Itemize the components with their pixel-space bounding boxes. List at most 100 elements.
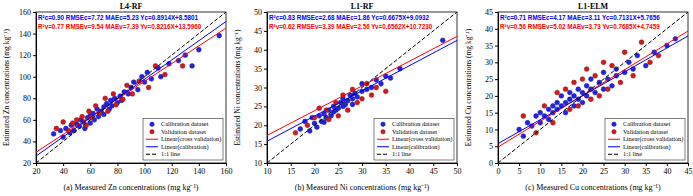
title: L1-RF (351, 2, 374, 11)
x-tick: 140 (193, 163, 205, 176)
line (267, 36, 457, 135)
y-tick-mark (495, 163, 498, 164)
y-tick: 120 (19, 51, 36, 60)
point (106, 109, 111, 114)
y-tick-mark (495, 96, 498, 97)
x-tick: 10 (264, 163, 272, 176)
legend-line (608, 139, 620, 140)
x-tick-label: 15 (558, 167, 566, 176)
legend-line (377, 146, 389, 147)
x-tick-label: 35 (382, 167, 390, 176)
x-tick-mark (386, 163, 387, 166)
y-tick: 25 (485, 75, 498, 84)
y-tick-mark (33, 98, 36, 99)
point (322, 120, 327, 125)
point (125, 83, 130, 88)
x-tick-mark (582, 163, 583, 166)
point (190, 64, 195, 69)
point (622, 50, 627, 55)
point (521, 114, 526, 119)
point (74, 117, 79, 122)
y-tick-mark (264, 69, 267, 70)
plot-data (498, 12, 688, 163)
y-tick-label: 15 (254, 140, 262, 149)
point (572, 93, 577, 98)
x-tick-mark (519, 163, 520, 166)
y-tick-label: 120 (19, 51, 31, 60)
x-tick-label: 45 (430, 167, 438, 176)
point (567, 107, 572, 112)
y-tick: 25 (254, 102, 267, 111)
figure: 2040608010012014016020406080100120140160… (0, 0, 693, 196)
y-tick: 160 (19, 8, 36, 17)
y-tick: 15 (254, 140, 267, 149)
annotation: R²v=0.77 RMSEv=9.54 MAEv=7.39 Yv=0.8216X… (38, 23, 202, 30)
point (336, 113, 341, 118)
x-tick-label: 120 (166, 167, 178, 176)
y-tick-mark (264, 125, 267, 126)
x-tick-mark (433, 163, 434, 166)
x-axis: 051015202530354045 (497, 163, 693, 176)
point (383, 89, 388, 94)
point (588, 77, 593, 82)
point (314, 125, 319, 130)
x-tick: 40 (60, 163, 68, 176)
x-tick-label: 30 (621, 167, 629, 176)
x-tick: 0 (497, 163, 501, 176)
y-tick-label: 15 (485, 109, 493, 118)
y-tick-mark (33, 77, 36, 78)
legend-line (146, 154, 158, 155)
y-tick: 40 (254, 46, 267, 55)
y-tick-label: 20 (254, 121, 262, 130)
plot-frame (36, 12, 226, 163)
y-tick-label: 30 (485, 58, 493, 67)
point (567, 90, 572, 95)
x-tick-label: 25 (600, 167, 608, 176)
point (584, 67, 589, 72)
y-tick-mark (33, 55, 36, 56)
y-axis: 101520253035404550 (254, 8, 268, 168)
x-tick-label: 40 (406, 167, 414, 176)
legend-marker (612, 122, 616, 126)
x-tick-mark (646, 163, 647, 166)
point (555, 100, 560, 105)
y-tick: 45 (254, 27, 267, 36)
point (601, 70, 606, 75)
x-tick-label: 100 (139, 167, 151, 176)
point (111, 92, 116, 97)
title: L1-ELM (578, 2, 609, 11)
y-tick-label: 30 (254, 84, 262, 93)
plot-frame (267, 12, 457, 163)
y-tick: 80 (23, 94, 36, 103)
x-tick: 15 (558, 163, 566, 176)
point (525, 120, 530, 125)
y-tick-label: 5 (489, 142, 493, 151)
point (555, 90, 560, 95)
point (298, 127, 303, 132)
point (588, 97, 593, 102)
legend-line (146, 146, 158, 147)
point (542, 104, 547, 109)
point (567, 97, 572, 102)
x-tick: 35 (382, 163, 390, 176)
y-axis-line (36, 13, 37, 164)
y-tick-label: 80 (23, 94, 31, 103)
y-tick-mark (495, 29, 498, 30)
x-tick: 15 (287, 163, 295, 176)
legend: Calibration datasetValidation datasetLin… (605, 119, 685, 161)
x-axis-title: (b) Measured Ni concentrations (mg kg⁻¹) (295, 183, 430, 192)
legend: Calibration datasetValidation datasetLin… (143, 119, 223, 161)
legend-line (377, 154, 389, 155)
x-tick-mark (338, 163, 339, 166)
legend-label: Validation dataset (161, 128, 206, 135)
point (54, 126, 59, 131)
point (130, 92, 135, 97)
y-tick-label: 35 (485, 42, 493, 51)
y-axis: 051015202530354045 (485, 8, 499, 168)
y-tick-mark (495, 62, 498, 63)
x-tick: 120 (166, 163, 178, 176)
y-tick-label: 50 (254, 8, 262, 17)
point (584, 83, 589, 88)
point (593, 90, 598, 95)
annotation: R²v=0.56 RMSEv=5.02 MAEv=3.73 Yv=0.7685X… (500, 23, 660, 30)
